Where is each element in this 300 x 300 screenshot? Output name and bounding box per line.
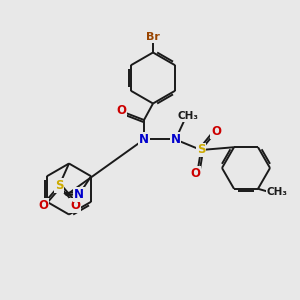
Text: O: O [211,125,221,138]
Text: N: N [139,133,149,146]
Text: S: S [197,143,205,157]
Text: N: N [170,133,181,146]
Text: Br: Br [146,32,160,42]
Text: O: O [70,200,80,212]
Text: O: O [38,200,48,212]
Text: CH₃: CH₃ [266,187,287,197]
Text: O: O [116,103,126,117]
Text: N: N [74,188,84,201]
Text: S: S [55,179,63,192]
Text: O: O [190,167,200,180]
Text: CH₃: CH₃ [178,111,199,122]
